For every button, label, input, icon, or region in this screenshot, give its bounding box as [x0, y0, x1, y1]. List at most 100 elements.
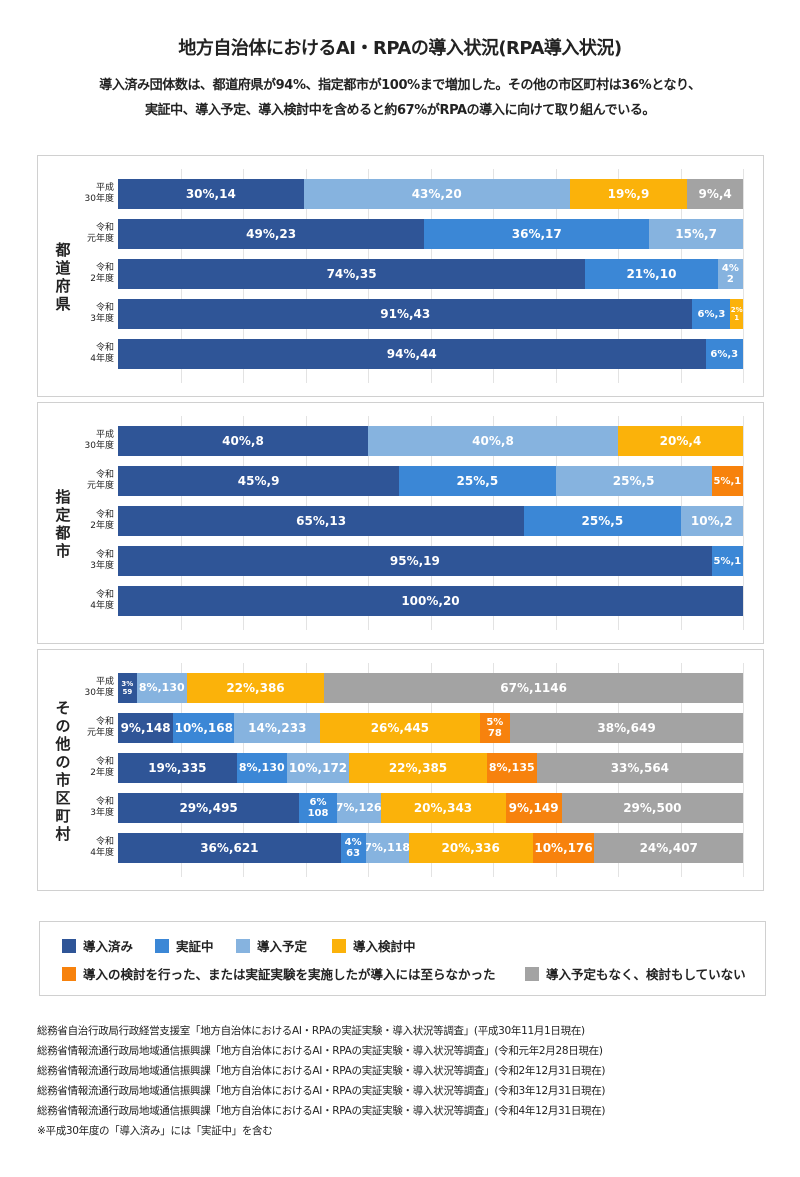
- bar-segment: 14%,233: [234, 713, 321, 743]
- bar-label: 2% 1: [730, 306, 743, 322]
- bar-segment: 22%,386: [186, 673, 325, 703]
- legend-label: 導入の検討を行った、または実証実験を実施したが導入には至らなかった: [83, 967, 496, 982]
- bar-label: 100%,20: [401, 593, 460, 608]
- year-label: 令和 4年度: [90, 590, 114, 611]
- bar-segment: 29%,495: [118, 793, 300, 823]
- bar-label: 22%,385: [388, 760, 448, 775]
- bar-segment: 4% 63: [340, 833, 366, 863]
- year-label: 令和 2年度: [90, 757, 114, 778]
- bar-segment: 8%,130: [236, 753, 287, 783]
- bar-segment: 15%,7: [649, 219, 743, 249]
- subtitle-line-2: 実証中、導入予定、導入検討中を含めると約67%がRPAの導入に向けて取り組んでい…: [144, 103, 656, 118]
- bar-segment: 9%,148: [118, 713, 174, 743]
- bar-label: 29%,500: [623, 800, 682, 815]
- legend-label: 導入検討中: [353, 939, 416, 954]
- bar-label: 9%,149: [508, 800, 559, 815]
- legend-label: 導入予定: [257, 939, 308, 954]
- bar-label: 10%,2: [690, 513, 733, 528]
- bar-segment: 36%,621: [118, 833, 341, 863]
- bar-segment: 30%,14: [118, 179, 304, 209]
- bar-label: 9%,148: [120, 720, 171, 735]
- bar-segment: 21%,10: [585, 259, 718, 289]
- bar-segment: 10%,168: [173, 713, 235, 743]
- bar-segment: 36%,17: [424, 219, 650, 249]
- bar-segment: 5%,1: [711, 546, 743, 576]
- bar-segment: 4% 2: [717, 259, 743, 289]
- bar-label: 95%,19: [389, 553, 440, 568]
- year-label: 令和 3年度: [90, 550, 114, 571]
- legend-item-considering: 導入検討中: [332, 936, 416, 955]
- bar-segment: 10%,2: [680, 506, 743, 536]
- bar-segment: 7%,126: [336, 793, 381, 823]
- year-label: 平成 30年度: [84, 677, 114, 698]
- bar-segment: 19%,9: [569, 179, 688, 209]
- footnote: ※平成30年度の「導入済み」には「実証中」を含む: [37, 1125, 273, 1137]
- bar-label: 10%,172: [288, 760, 348, 775]
- bar-label: 20%,343: [413, 800, 473, 815]
- bar-label: 45%,9: [237, 473, 280, 488]
- bar-label: 19%,335: [148, 760, 207, 775]
- bar-segment: 25%,5: [555, 466, 712, 496]
- bar-segment: 43%,20: [303, 179, 570, 209]
- bar-segment: 65%,13: [118, 506, 525, 536]
- bar-label: 25%,5: [456, 473, 499, 488]
- bar-label: 6% 108: [307, 797, 329, 819]
- bar-segment: 40%,8: [368, 426, 618, 456]
- bar-label: 43%,20: [411, 186, 462, 201]
- year-label: 令和 4年度: [90, 837, 114, 858]
- bar-segment: 33%,564: [536, 753, 743, 783]
- bar-label: 3% 59: [121, 680, 134, 696]
- year-label: 令和 2年度: [90, 263, 114, 284]
- panel-label: 都道府県: [55, 241, 71, 313]
- bar-segment: 3% 59: [118, 673, 137, 703]
- source-note-4: 総務省情報流通行政局地域通信振興課「地方自治体におけるAI・RPAの実証実験・導…: [37, 1085, 606, 1097]
- bar-segment: 6% 108: [299, 793, 337, 823]
- chart-title: 地方自治体におけるAI・RPAの導入状況(RPA導入状況): [178, 38, 622, 59]
- bar-segment: 10%,172: [286, 753, 350, 783]
- bar-label: 4% 2: [721, 263, 739, 285]
- bar-label: 91%,43: [380, 306, 431, 321]
- bar-segment: 9%,4: [687, 179, 743, 209]
- bar-segment: 25%,5: [399, 466, 556, 496]
- bar-segment: 6%,3: [692, 299, 731, 329]
- bar-segment: 2% 1: [730, 299, 743, 329]
- legend-swatch: [525, 966, 539, 981]
- bar-label: 67%,1146: [500, 680, 567, 695]
- bar-segment: 26%,445: [320, 713, 480, 743]
- bar-label: 8%,130: [138, 681, 185, 694]
- bar-segment: 29%,500: [561, 793, 743, 823]
- bar-label: 29%,495: [179, 800, 238, 815]
- bar-segment: 10%,176: [532, 833, 595, 863]
- bar-label: 30%,14: [185, 186, 236, 201]
- bar-label: 40%,8: [472, 433, 514, 448]
- legend: 導入済み 実証中 導入予定 導入検討中 導入の検討を行った、または実証実験を実施…: [39, 921, 766, 996]
- source-note-1: 総務省自治行政局行政経営支援室「地方自治体におけるAI・RPAの実証実験・導入状…: [37, 1025, 585, 1037]
- year-label: 令和 3年度: [90, 797, 114, 818]
- bar-label: 20%,4: [659, 433, 702, 448]
- bar-label: 6%,3: [710, 348, 739, 360]
- bar-label: 94%,44: [386, 346, 437, 361]
- bar-label: 14%,233: [248, 720, 307, 735]
- bar-label: 26%,445: [370, 720, 430, 735]
- subtitle-line-1: 導入済み団体数は、都道府県が94%、指定都市が100%まで増加した。その他の市区…: [99, 78, 701, 93]
- bar-label: 7%,126: [336, 801, 381, 814]
- gridline: [743, 416, 744, 630]
- bar-segment: 20%,343: [380, 793, 506, 823]
- bar-segment: 5% 78: [479, 713, 511, 743]
- bar-label: 24%,407: [639, 840, 698, 855]
- bar-segment: 6%,3: [705, 339, 743, 369]
- bar-label: 36%,621: [200, 840, 259, 855]
- bar-segment: 91%,43: [118, 299, 693, 329]
- bar-segment: 40%,8: [118, 426, 368, 456]
- bar-segment: 8%,130: [136, 673, 187, 703]
- bar-label: 4% 63: [344, 837, 362, 859]
- bar-segment: 20%,4: [618, 426, 743, 456]
- legend-swatch: [332, 938, 346, 953]
- legend-swatch: [155, 938, 169, 953]
- bar-label: 8%,130: [238, 761, 285, 774]
- source-note-2: 総務省情報流通行政局地域通信振興課「地方自治体におけるAI・RPAの実証実験・導…: [37, 1045, 603, 1057]
- bar-segment: 8%,135: [486, 753, 537, 783]
- bar-label: 7%,118: [365, 841, 409, 854]
- bar-label: 15%,7: [675, 226, 717, 241]
- bar-label: 5%,1: [713, 475, 742, 487]
